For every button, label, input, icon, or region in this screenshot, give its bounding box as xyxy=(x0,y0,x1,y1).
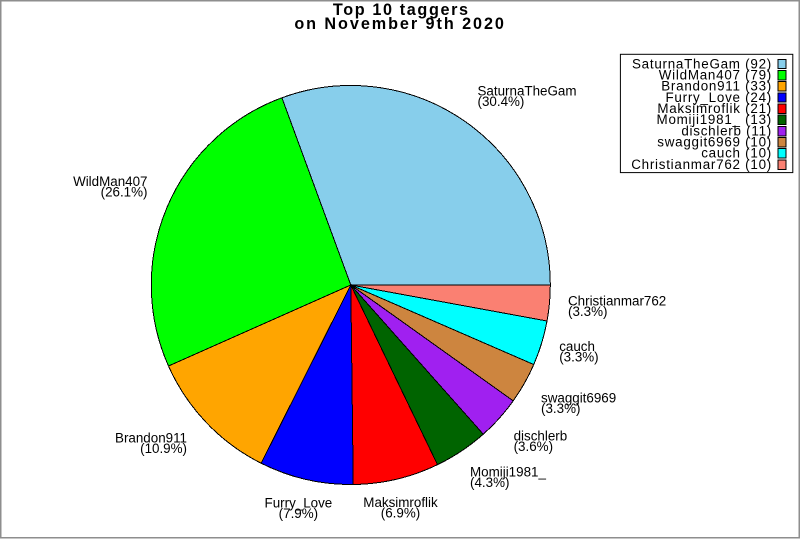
svg-text:Brandon911: Brandon911 xyxy=(115,430,187,445)
svg-text:WildMan407: WildMan407 xyxy=(73,174,147,189)
svg-text:(7.9%): (7.9%) xyxy=(279,506,318,521)
svg-text:Christianmar762: Christianmar762 xyxy=(568,294,666,309)
svg-text:Brandon911 (33): Brandon911 (33) xyxy=(661,79,772,94)
svg-text:(26.1%): (26.1%) xyxy=(101,185,148,200)
svg-text:Furry_Love: Furry_Love xyxy=(265,495,333,510)
svg-text:(3.3%): (3.3%) xyxy=(541,401,580,416)
svg-text:Christianmar762 (10): Christianmar762 (10) xyxy=(631,157,772,172)
svg-text:Maksimroflik (21): Maksimroflik (21) xyxy=(657,101,772,116)
svg-text:cauch: cauch xyxy=(559,339,595,354)
svg-text:dischlerb (11): dischlerb (11) xyxy=(681,123,772,138)
svg-text:WildMan407 (79): WildMan407 (79) xyxy=(659,68,772,83)
svg-text:dischlerb: dischlerb xyxy=(514,429,568,444)
svg-text:swaggit6969 (10): swaggit6969 (10) xyxy=(657,135,772,150)
svg-text:on November 9th 2020: on November 9th 2020 xyxy=(294,15,506,33)
svg-text:Maksimroflik: Maksimroflik xyxy=(363,495,438,510)
svg-text:Momiji1981_ (13): Momiji1981_ (13) xyxy=(657,112,772,127)
svg-text:(3.6%): (3.6%) xyxy=(514,439,553,454)
svg-text:(3.3%): (3.3%) xyxy=(559,350,598,365)
svg-text:Furry_Love (24): Furry_Love (24) xyxy=(665,90,772,105)
svg-text:SaturnaTheGam: SaturnaTheGam xyxy=(478,84,577,99)
svg-text:(10.9%): (10.9%) xyxy=(140,441,187,456)
svg-text:Momiji1981_: Momiji1981_ xyxy=(470,465,546,480)
svg-text:(6.9%): (6.9%) xyxy=(381,506,420,521)
svg-text:swaggit6969: swaggit6969 xyxy=(541,390,616,405)
svg-text:(4.3%): (4.3%) xyxy=(470,475,509,490)
svg-text:Top 10 taggers: Top 10 taggers xyxy=(333,1,470,19)
svg-text:SaturnaTheGam (92): SaturnaTheGam (92) xyxy=(632,56,772,71)
svg-text:(30.4%): (30.4%) xyxy=(478,94,525,109)
svg-text:cauch (10): cauch (10) xyxy=(701,146,772,161)
svg-text:(3.3%): (3.3%) xyxy=(568,304,607,319)
